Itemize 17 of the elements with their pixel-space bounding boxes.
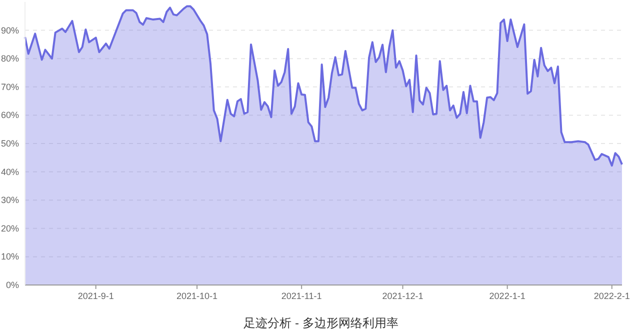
y-tick-label: 0% — [6, 280, 19, 290]
x-tick-label: 2022-2-1 — [594, 291, 630, 301]
y-tick-label: 40% — [0, 166, 19, 177]
y-tick-label: 70% — [0, 82, 19, 92]
y-tick-label: 30% — [0, 195, 19, 206]
y-tick-label: 60% — [0, 110, 19, 120]
x-tick-label: 2021-10-1 — [176, 291, 218, 301]
y-tick-label: 80% — [0, 54, 19, 64]
x-tick-label: 2021-12-1 — [382, 291, 424, 301]
y-tick-label: 10% — [0, 252, 19, 262]
y-tick-label: 90% — [0, 25, 19, 36]
y-tick-label: 20% — [0, 223, 19, 234]
x-tick-label: 2021-9-1 — [78, 291, 114, 301]
x-tick-label: 2021-11-1 — [281, 291, 322, 301]
text: 足迹分析 - 多边形网络利用率 — [244, 316, 398, 330]
y-tick-label: 50% — [0, 138, 19, 148]
x-tick-label: 2022-1-1 — [489, 291, 526, 301]
